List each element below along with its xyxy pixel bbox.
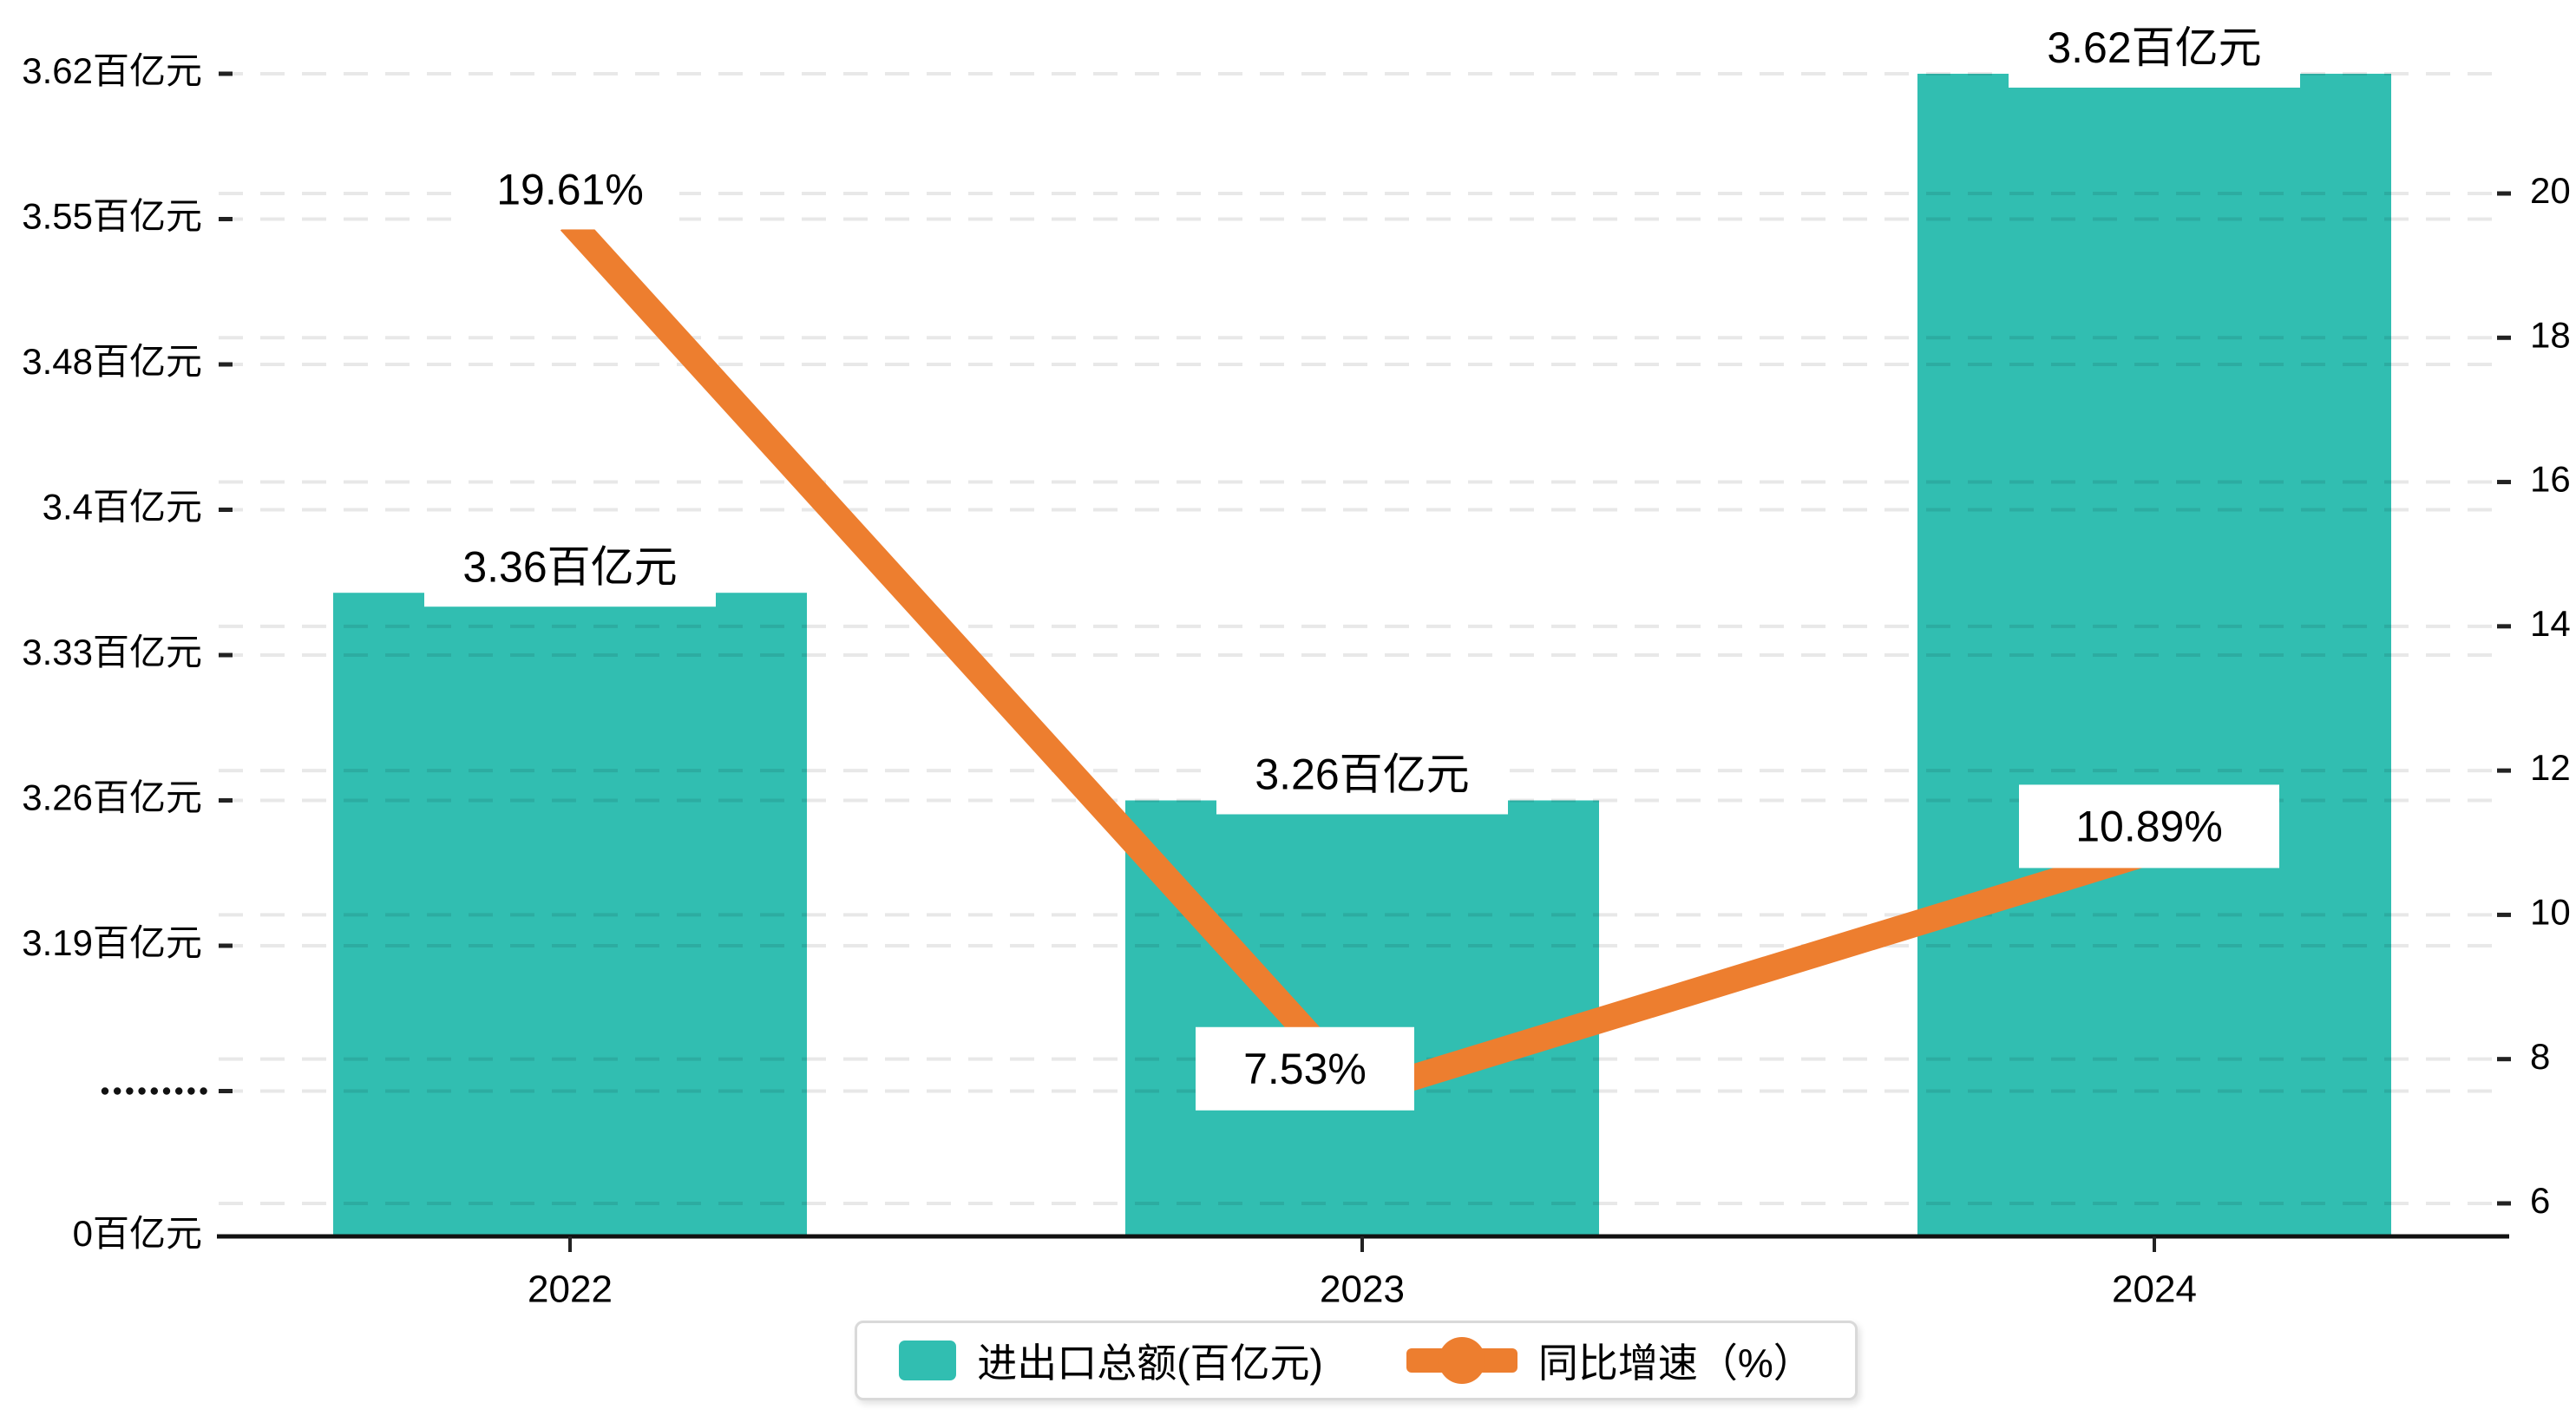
y-left-tick-label: 3.48百亿元 <box>22 341 202 382</box>
x-tick-label-2023: 2023 <box>1320 1268 1405 1311</box>
y-right-tick-label: 18 <box>2530 314 2571 355</box>
y-left-tick-label: 3.33百亿元 <box>22 632 202 672</box>
y-right-tick-label: 14 <box>2530 603 2571 644</box>
line-label-box <box>2019 784 2279 869</box>
legend-label-line: 同比增速（%） <box>1537 1341 1813 1386</box>
axis-break-dots <box>138 1087 146 1095</box>
bar-value-label: 3.62百亿元 <box>2047 23 2261 72</box>
legend-label-bar: 进出口总额(百亿元) <box>977 1341 1323 1386</box>
axis-break-dots <box>114 1087 121 1095</box>
bar-value-label: 3.26百亿元 <box>1255 751 1469 799</box>
bar-2024 <box>1917 74 2391 1236</box>
x-tick-label-2022: 2022 <box>528 1268 613 1311</box>
bar-label-box <box>1216 739 1508 815</box>
y-right-tick-label: 12 <box>2530 747 2571 788</box>
legend-item-bar-series[interactable]: 进出口总额(百亿元) <box>899 1332 1323 1389</box>
line-series-swatch-icon <box>1406 1337 1517 1384</box>
bar-value-label: 3.36百亿元 <box>462 542 677 591</box>
bar-series-swatch-icon <box>899 1341 957 1380</box>
y-left-tick-label: 3.62百亿元 <box>22 50 202 91</box>
axis-break-dots <box>101 1087 109 1095</box>
y-right-tick-label: 20 <box>2530 170 2571 211</box>
bar-2022 <box>333 593 807 1236</box>
y-left-tick-label: 3.19百亿元 <box>22 922 202 963</box>
bar-label-box <box>2009 13 2300 88</box>
legend: 进出口总额(百亿元) 同比增速（%） <box>855 1321 1858 1400</box>
axis-break-dots <box>126 1087 134 1095</box>
line-label-box <box>461 149 679 230</box>
axis-break-dots <box>162 1087 171 1095</box>
x-tick-label-2024: 2024 <box>2112 1268 2197 1311</box>
y-right-tick-label: 10 <box>2530 891 2571 932</box>
y-left-tick-label: 0百亿元 <box>73 1213 202 1254</box>
y-right-tick-label: 6 <box>2530 1180 2550 1221</box>
y-right-tick-label: 8 <box>2530 1036 2550 1077</box>
line-value-label: 19.61% <box>496 166 644 214</box>
axis-break-dots <box>200 1087 207 1095</box>
legend-item-line-series[interactable]: 同比增速（%） <box>1406 1332 1813 1389</box>
y-left-tick-label: 3.26百亿元 <box>22 777 202 818</box>
axis-break-dots <box>175 1087 183 1095</box>
y-left-tick-label: 3.55百亿元 <box>22 196 202 237</box>
y-right-tick-label: 16 <box>2530 459 2571 500</box>
line-label-box <box>1196 1026 1414 1111</box>
y-left-tick-label: 3.4百亿元 <box>43 487 202 528</box>
bar-2023 <box>1125 800 1599 1236</box>
line-value-label: 7.53% <box>1243 1045 1367 1093</box>
axis-break-dots <box>187 1087 195 1095</box>
axis-break-dots <box>150 1087 158 1095</box>
bar-label-box <box>424 532 716 607</box>
line-value-label: 10.89% <box>2075 803 2223 851</box>
